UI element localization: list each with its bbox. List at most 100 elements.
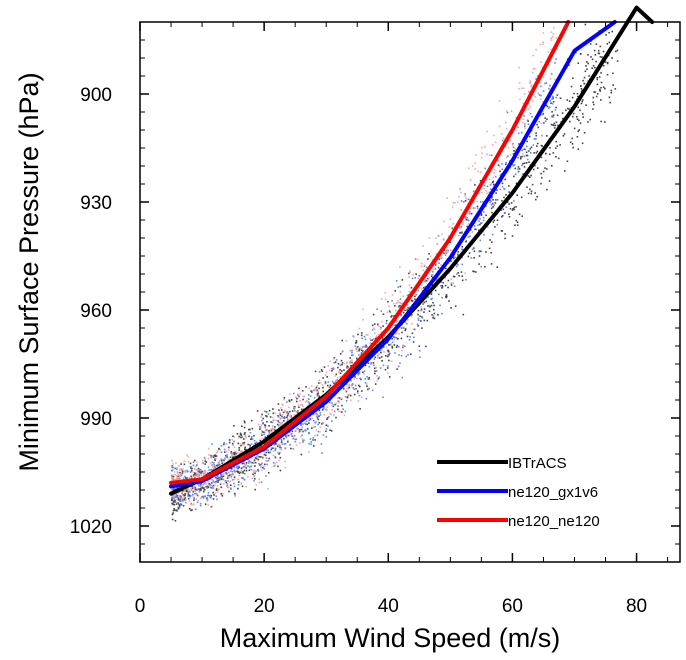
scatter-point	[535, 138, 537, 140]
scatter-point	[339, 376, 341, 378]
scatter-point	[465, 218, 468, 221]
scatter-point	[518, 213, 521, 216]
scatter-point	[542, 41, 544, 43]
scatter-point	[226, 454, 228, 456]
scatter-point	[377, 324, 379, 327]
scatter-point	[243, 479, 246, 481]
scatter-point	[409, 271, 411, 274]
scatter-point	[373, 358, 376, 360]
scatter-point	[297, 393, 299, 396]
scatter-point	[256, 410, 259, 412]
scatter-point	[183, 460, 186, 463]
scatter-point	[201, 496, 203, 498]
scatter-point	[239, 432, 242, 435]
scatter-point	[579, 85, 582, 87]
scatter-point	[359, 385, 361, 388]
scatter-point	[248, 466, 251, 468]
scatter-point	[489, 184, 492, 186]
scatter-point	[600, 120, 602, 123]
scatter-point	[433, 312, 436, 315]
fit-curves	[169, 5, 655, 496]
scatter-point	[212, 491, 214, 494]
scatter-point	[533, 138, 536, 140]
scatter-point	[530, 174, 532, 177]
scatter-point	[568, 108, 570, 110]
scatter-point	[286, 411, 288, 413]
scatter-point	[392, 302, 395, 305]
scatter-point	[316, 394, 319, 396]
scatter-point	[491, 195, 493, 198]
scatter-point	[561, 112, 564, 114]
scatter-point	[194, 473, 196, 475]
scatter-point	[577, 130, 579, 133]
scatter-point	[414, 298, 416, 300]
scatter-point	[423, 308, 426, 310]
scatter-point	[291, 433, 293, 435]
scatter-point	[179, 502, 182, 505]
scatter-point	[492, 176, 494, 179]
scatter-point	[544, 117, 546, 119]
scatter-point	[478, 192, 480, 195]
scatter-point	[346, 367, 349, 370]
scatter-point	[245, 485, 247, 488]
scatter-point	[210, 496, 213, 499]
scatter-point	[535, 198, 537, 201]
scatter-point	[385, 319, 388, 322]
y-tick-label: 1020	[70, 517, 112, 538]
scatter-point	[207, 492, 210, 494]
scatter-point	[496, 160, 499, 162]
scatter-point	[388, 353, 390, 355]
scatter-point	[601, 56, 603, 58]
scatter-point	[229, 470, 231, 473]
scatter-point	[334, 361, 337, 363]
scatter-point	[288, 400, 291, 403]
scatter-point	[557, 157, 560, 160]
scatter-point	[220, 451, 223, 453]
scatter-point	[529, 80, 532, 82]
scatter-point	[476, 207, 479, 210]
scatter-point	[534, 96, 536, 98]
scatter-point	[226, 457, 229, 459]
scatter-point	[187, 495, 189, 497]
scatter-point	[191, 474, 193, 477]
scatter-point	[443, 220, 445, 223]
scatter-point	[491, 181, 494, 184]
scatter-point	[201, 470, 203, 473]
scatter-point	[372, 362, 375, 364]
scatter-point	[518, 143, 520, 145]
scatter-point	[461, 263, 463, 266]
scatter-point	[508, 203, 510, 205]
scatter-point	[176, 467, 178, 469]
scatter-point	[240, 436, 243, 439]
scatter-point	[489, 154, 491, 156]
scatter-point	[224, 458, 226, 461]
scatter-point	[337, 400, 339, 402]
scatter-point	[255, 457, 258, 460]
scatter-point	[241, 477, 244, 479]
scatter-point	[530, 84, 533, 86]
scatter-point	[277, 420, 279, 422]
scatter-point	[284, 466, 287, 469]
scatter-point	[220, 486, 222, 489]
scatter-point	[313, 445, 315, 447]
scatter-point	[175, 503, 178, 505]
scatter-point	[172, 474, 174, 477]
scatter-point	[182, 499, 184, 502]
scatter-point	[406, 319, 409, 321]
scatter-point	[595, 95, 598, 98]
scatter-point	[473, 250, 476, 252]
scatter-point	[448, 235, 450, 237]
scatter-point	[298, 406, 300, 408]
scatter-point	[293, 414, 296, 416]
scatter-point	[517, 126, 519, 128]
scatter-point	[577, 106, 579, 109]
scatter-point	[216, 477, 219, 480]
scatter-point	[214, 484, 216, 486]
scatter-point	[547, 64, 550, 66]
scatter-point	[536, 142, 539, 145]
scatter-point	[412, 328, 415, 330]
scatter-point	[545, 104, 548, 107]
scatter-point	[370, 363, 372, 365]
scatter-point	[313, 397, 316, 399]
scatter-point	[279, 411, 281, 414]
